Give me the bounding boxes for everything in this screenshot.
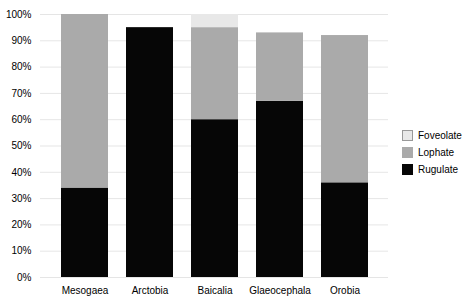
html-text:Rugulate: Rugulate — [418, 164, 458, 175]
svg-text:0%: 0% — [17, 272, 32, 283]
svg-text:100%: 100% — [6, 9, 32, 20]
html-text:Foveolate: Foveolate — [418, 130, 462, 141]
svg-text:20%: 20% — [11, 219, 31, 230]
svg-text:Mesogaea: Mesogaea — [62, 285, 109, 296]
svg-text:30%: 30% — [11, 193, 31, 204]
svg-text:40%: 40% — [11, 167, 31, 178]
svg-text:Orobia: Orobia — [330, 285, 360, 296]
svg-text:80%: 80% — [11, 61, 31, 72]
svg-text:Glaeocephala: Glaeocephala — [249, 285, 311, 296]
svg-text:50%: 50% — [11, 140, 31, 151]
svg-text:10%: 10% — [11, 245, 31, 256]
html-text:Lophate: Lophate — [418, 147, 455, 158]
svg-text:90%: 90% — [11, 35, 31, 46]
svg-text:60%: 60% — [11, 114, 31, 125]
svg-text:Baicalia: Baicalia — [197, 285, 232, 296]
svg-text:70%: 70% — [11, 88, 31, 99]
svg-text:Arctobia: Arctobia — [132, 285, 169, 296]
